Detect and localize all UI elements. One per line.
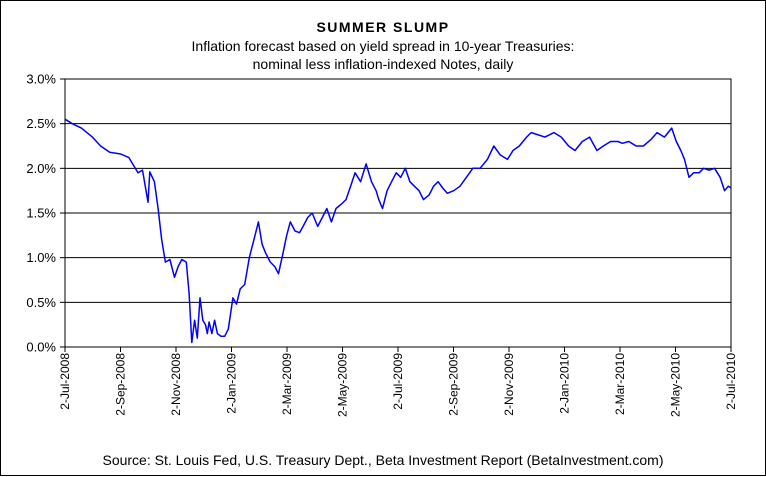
x-tick-label: 2-May-2009 — [336, 353, 350, 417]
y-tick-label: 3.0% — [26, 72, 56, 87]
chart-subtitle-line-1: Inflation forecast based on yield spread… — [192, 38, 575, 54]
x-tick-label: 2-Nov-2009 — [502, 353, 516, 416]
y-axis: 0.0% 0.5% 1.0% 1.5% 2.0% 2.5% 3.0% — [26, 72, 65, 355]
y-tick-label: 1.0% — [26, 250, 56, 265]
series-line — [64, 118, 732, 344]
x-tick-label: 2-Mar-2009 — [280, 353, 294, 415]
x-tick-label: 2-Jan-2009 — [225, 353, 239, 414]
x-tick-label: 2-Mar-2010 — [613, 353, 627, 415]
y-tick-label: 1.5% — [26, 206, 56, 221]
series-layer — [64, 118, 732, 344]
x-tick-label: 2-Sep-2008 — [114, 353, 128, 416]
y-tick-label: 0.5% — [26, 295, 56, 310]
x-tick-label: 2-Jan-2010 — [558, 353, 572, 414]
y-tick-label: 0.0% — [26, 340, 56, 355]
chart-title: SUMMER SLUMP — [316, 19, 449, 35]
chart-subtitle-line-2: nominal less inflation-indexed Notes, da… — [253, 56, 514, 72]
x-tick-label: 2-Jul-2009 — [391, 353, 405, 410]
y-tick-label: 2.0% — [26, 161, 56, 176]
x-tick-label: 2-Jul-2008 — [58, 353, 72, 410]
x-tick-label: 2-Sep-2009 — [447, 353, 461, 416]
x-tick-label: 2-Nov-2008 — [169, 353, 183, 416]
y-tick-label: 2.5% — [26, 116, 56, 131]
x-tick-label: 2-May-2010 — [669, 353, 683, 417]
x-axis: 2-Jul-2008 2-Sep-2008 2-Nov-2008 2-Jan-2009… — [58, 347, 738, 417]
x-tick-label: 2-Jul-2010 — [724, 353, 738, 410]
grid-lines — [65, 123, 731, 303]
source-note: Source: St. Louis Fed, U.S. Treasury Dep… — [102, 452, 663, 468]
